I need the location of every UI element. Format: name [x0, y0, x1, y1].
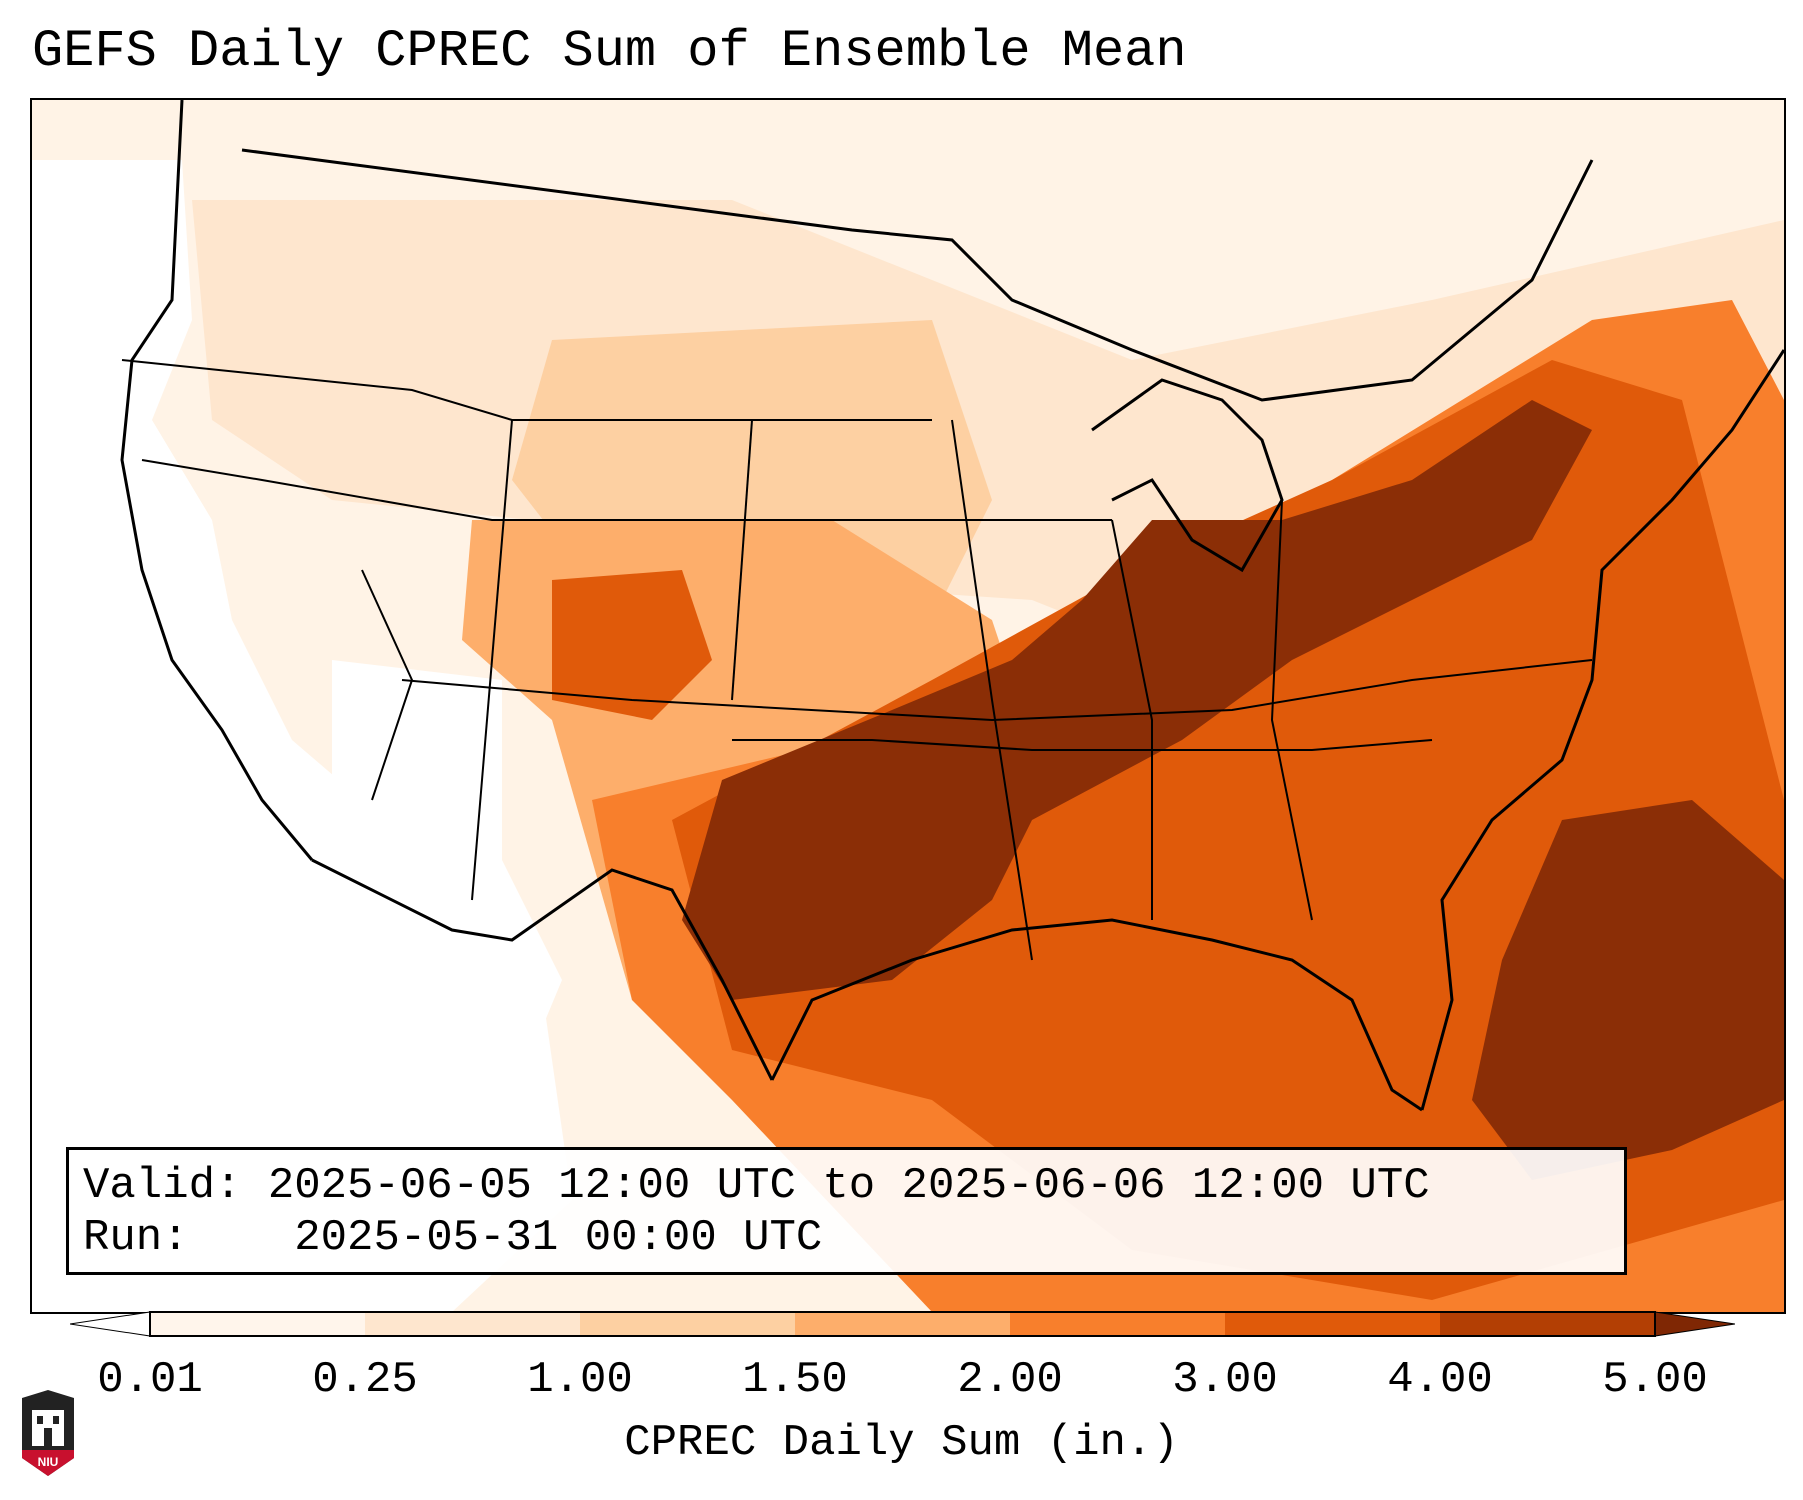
- colorbar-tick-label: 5.00: [1602, 1355, 1708, 1405]
- state-line: [732, 739, 1433, 751]
- state-line: [401, 659, 1593, 722]
- political-boundaries: [120, 100, 1784, 1112]
- colorbar-tick-label: 4.00: [1387, 1355, 1493, 1405]
- precip-core-atlantic: [1472, 800, 1784, 1180]
- atlantic-coast: [1420, 349, 1784, 1111]
- precip-core-central: [682, 400, 1592, 1000]
- precipitation-map: [30, 98, 1786, 1314]
- map-canvas: [32, 100, 1784, 1312]
- state-line: [1111, 519, 1153, 920]
- run-line: Run: 2025-05-31 00:00 UTC: [83, 1212, 1610, 1264]
- colorbar-tick-label: 3.00: [1172, 1355, 1278, 1405]
- run-label: Run:: [83, 1213, 189, 1263]
- colorbar-frame: [149, 1311, 1656, 1337]
- state-line: [731, 419, 753, 701]
- colorbar-segment: [150, 1312, 366, 1336]
- valid-line: Valid: 2025-06-05 12:00 UTC to 2025-06-0…: [83, 1160, 1610, 1212]
- colorbar-segments: [150, 1312, 1656, 1336]
- logo-door: [44, 1428, 52, 1446]
- niu-logo: NIU: [22, 1390, 74, 1476]
- state-lines: [121, 359, 1593, 961]
- dry-region-southwest: [332, 660, 562, 1100]
- colorbar-tick-label: 1.50: [742, 1355, 848, 1405]
- state-line: [951, 419, 1033, 961]
- colorbar: [70, 1311, 1735, 1337]
- colorbar-tick-label: 0.25: [312, 1355, 418, 1405]
- colorbar-segment: [365, 1312, 581, 1336]
- run-info-box: Valid: 2025-06-05 12:00 UTC to 2025-06-0…: [66, 1147, 1627, 1275]
- state-line: [1270, 499, 1313, 921]
- logo-text: NIU: [38, 1455, 59, 1469]
- map-title: GEFS Daily CPREC Sum of Ensemble Mean: [32, 22, 1187, 81]
- valid-value: 2025-06-05 12:00 UTC to 2025-06-06 12:00…: [267, 1161, 1430, 1211]
- run-value: 2025-05-31 00:00 UTC: [294, 1213, 823, 1263]
- colorbar-tick-label: 1.00: [527, 1355, 633, 1405]
- gulf-coast: [770, 918, 1423, 1112]
- state-line: [471, 419, 513, 901]
- colorbar-under-arrow: [70, 1311, 151, 1337]
- colorbar-segment: [795, 1312, 1011, 1336]
- logo-window: [53, 1416, 59, 1424]
- colorbar-over-arrow: [1654, 1311, 1735, 1337]
- colorbar-tick-label: 2.00: [957, 1355, 1063, 1405]
- valid-label: Valid:: [83, 1161, 242, 1211]
- colorbar-label: CPREC Daily Sum (in.): [624, 1418, 1179, 1468]
- precip-blob-colorado: [552, 570, 712, 720]
- colorbar-tick-label: 0.01: [97, 1355, 203, 1405]
- colorbar-segment: [1440, 1312, 1656, 1336]
- state-line: [361, 569, 414, 801]
- pacific-coast: [120, 100, 314, 861]
- colorbar-segment: [580, 1312, 796, 1336]
- colorbar-segment: [1225, 1312, 1441, 1336]
- state-line: [141, 459, 1112, 521]
- mexico-border: [311, 858, 774, 1081]
- colorbar-segment: [1010, 1312, 1226, 1336]
- canada-border: [241, 148, 1594, 402]
- logo-window: [37, 1416, 43, 1424]
- logo-banner: [22, 1450, 74, 1476]
